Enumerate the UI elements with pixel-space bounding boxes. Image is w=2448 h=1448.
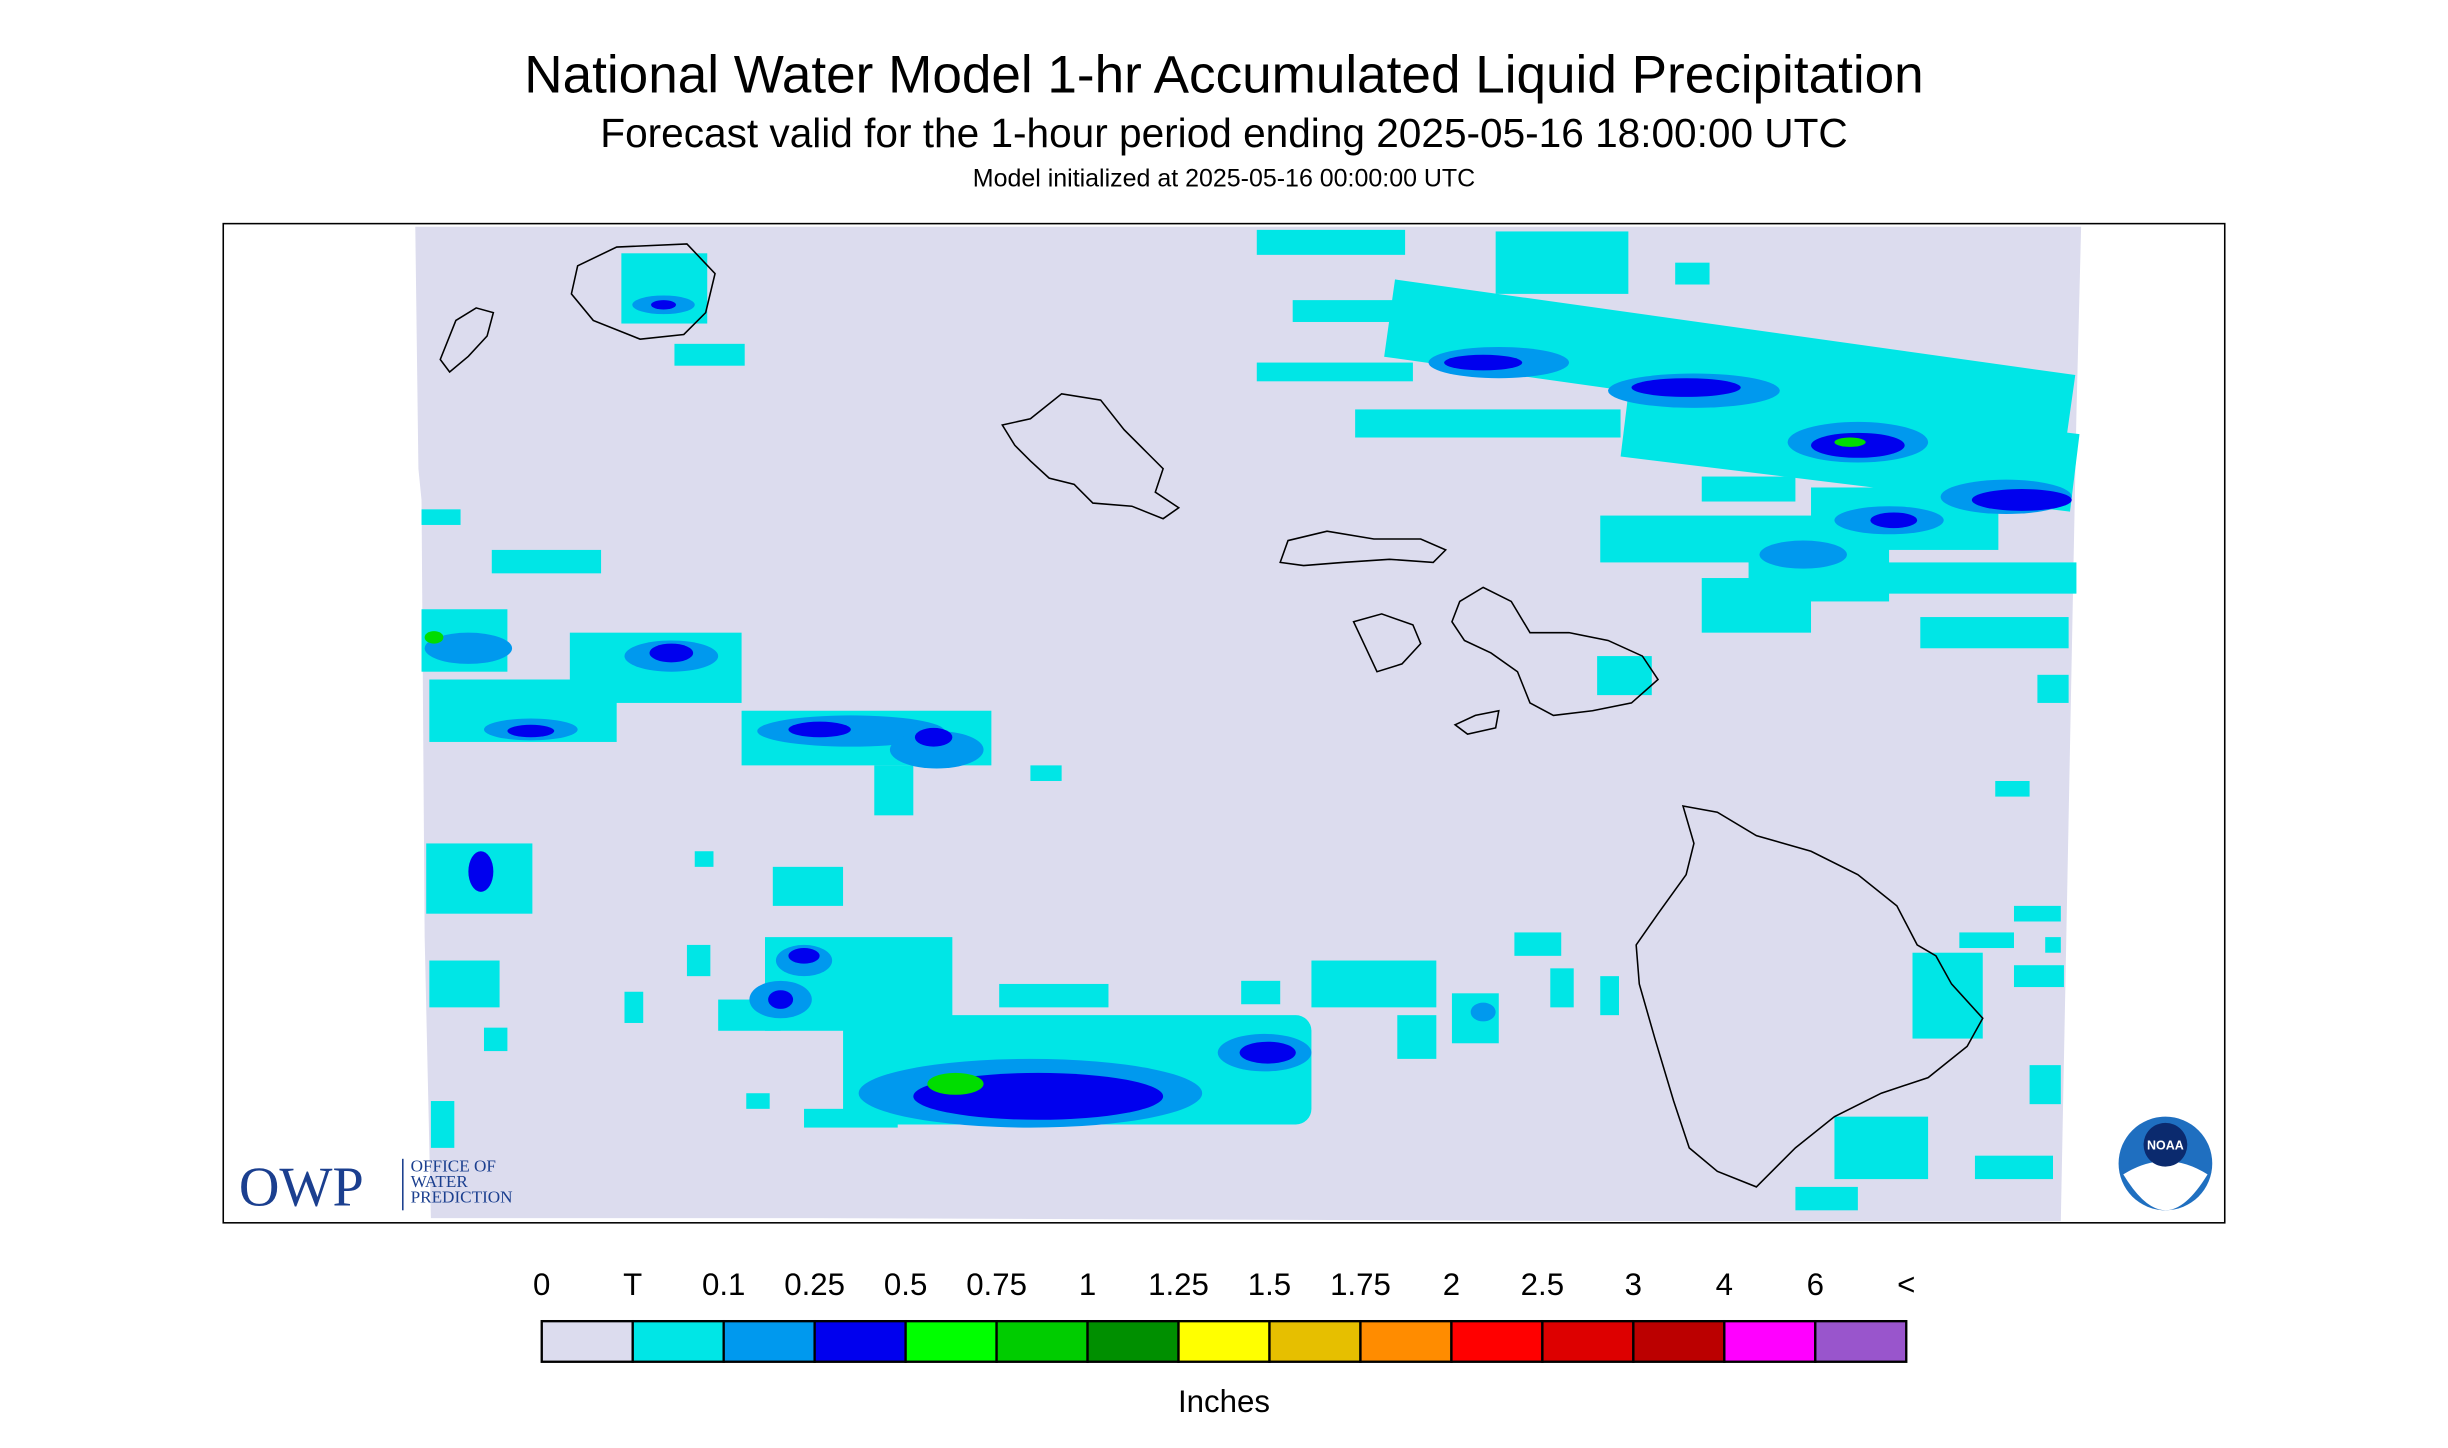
owp-logo: OWP	[239, 1157, 364, 1219]
legend-swatch	[813, 1319, 907, 1363]
coastlines	[439, 243, 1984, 1188]
legend-label: 4	[1716, 1267, 1733, 1302]
noaa-gull	[2123, 1161, 2208, 1211]
legend-swatch	[1359, 1319, 1453, 1363]
legend-swatch	[995, 1319, 1089, 1363]
legend-label: 0.5	[884, 1267, 927, 1302]
legend-swatch	[1086, 1319, 1180, 1363]
init-time: Model initialized at 2025-05-16 00:00:00…	[973, 165, 1475, 193]
subtitle: Forecast valid for the 1-hour period end…	[600, 110, 1847, 156]
legend-label: T	[623, 1267, 642, 1302]
legend-swatch	[1632, 1319, 1726, 1363]
office-line: PREDICTION	[411, 1188, 513, 1207]
legend-label: 1.25	[1148, 1267, 1209, 1302]
office-line: WATER	[411, 1172, 469, 1191]
legend-swatch	[1814, 1319, 1908, 1363]
legend-swatch	[1268, 1319, 1362, 1363]
legend-label: 1	[1079, 1267, 1096, 1302]
legend-swatch	[1723, 1319, 1817, 1363]
legend-label: 1.75	[1330, 1267, 1391, 1302]
title: National Water Model 1-hr Accumulated Li…	[524, 45, 1923, 104]
legend: 0 T 0.1 0.25 0.5 0.75 1 1.25 1.5 1.75 2 2.5 3 4 6 <	[533, 1267, 1915, 1363]
noaa-center	[2143, 1122, 2188, 1167]
legend-label: 1.5	[1248, 1267, 1291, 1302]
office-line: OFFICE OF	[411, 1156, 496, 1175]
legend-label: 0.75	[966, 1267, 1027, 1302]
legend-swatch	[904, 1319, 998, 1363]
precipitation	[421, 229, 2080, 1211]
noaa-text: NOAA	[2147, 1139, 2184, 1153]
legend-swatch	[540, 1319, 634, 1363]
legend-label: 0.1	[702, 1267, 745, 1302]
legend-label: 0.25	[784, 1267, 845, 1302]
legend-label: 3	[1625, 1267, 1642, 1302]
legend-swatch	[722, 1319, 816, 1363]
legend-label: 2	[1443, 1267, 1460, 1302]
legend-label: 2.5	[1521, 1267, 1564, 1302]
legend-swatch	[1450, 1319, 1544, 1363]
legend-swatch	[631, 1319, 725, 1363]
legend-label: 6	[1807, 1267, 1824, 1302]
legend-label: <	[1897, 1267, 1915, 1302]
legend-swatch	[1541, 1319, 1635, 1363]
legend-swatch	[1177, 1319, 1271, 1363]
legend-unit: Inches	[1178, 1384, 1270, 1419]
legend-label: 0	[533, 1267, 550, 1302]
